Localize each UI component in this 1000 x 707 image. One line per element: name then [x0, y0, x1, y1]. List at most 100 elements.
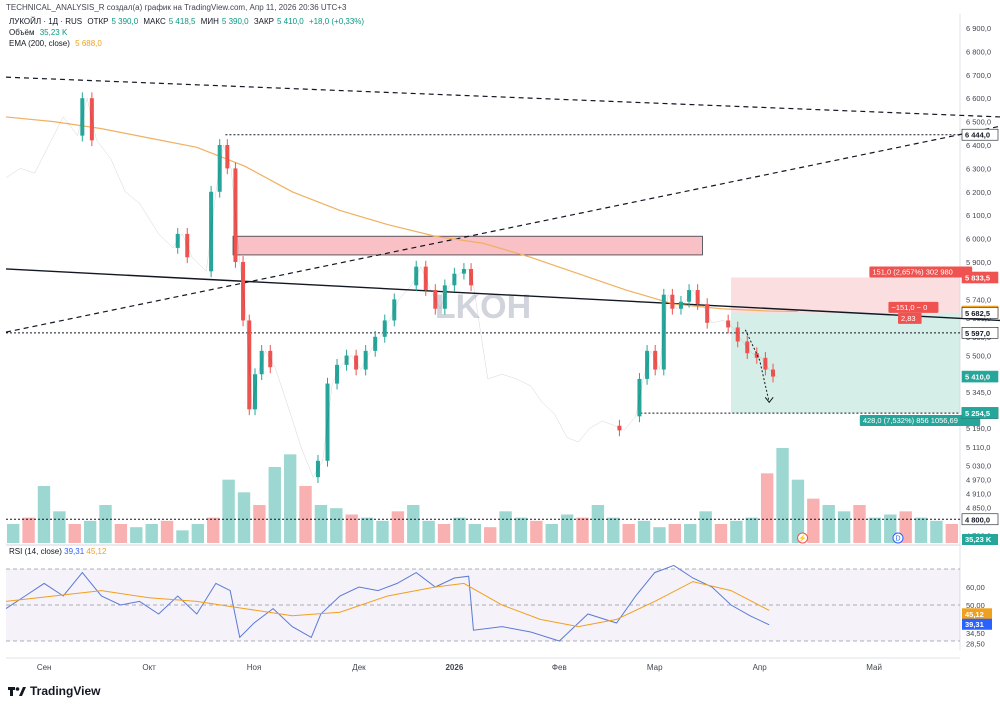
candle-body — [335, 364, 340, 384]
x-tick-label: Окт — [142, 663, 156, 672]
y-tick-label: 5 420,0 — [966, 370, 991, 379]
y-tick-label: 4 850,0 — [966, 504, 991, 513]
candle — [745, 335, 750, 360]
candle-body — [354, 355, 359, 370]
volume-bar — [745, 517, 758, 543]
level-tag-bg — [961, 407, 999, 419]
candle — [687, 284, 692, 308]
candle — [661, 288, 666, 376]
tradingview-logo[interactable]: TradingView — [8, 684, 100, 698]
volume-bar — [176, 530, 189, 543]
reward-label: 428,0 (7,532%) 856 1056,69 — [863, 416, 958, 425]
x-tick-label: Май — [866, 663, 882, 672]
candle — [382, 314, 387, 343]
candle — [735, 321, 740, 348]
candle-body — [645, 350, 650, 379]
rsi-tag: 39,31 — [965, 620, 984, 629]
candle — [217, 139, 222, 198]
candle-body — [80, 98, 85, 136]
volume-bar — [330, 508, 343, 543]
price-tag-bg — [961, 407, 999, 419]
volume-bar — [591, 505, 605, 543]
candle-body — [754, 353, 759, 358]
volume-bar — [407, 505, 420, 543]
trendline-solid — [5, 268, 1000, 322]
candle — [325, 377, 330, 467]
high-value: 5 418,5 — [168, 17, 196, 26]
candle-body — [247, 320, 252, 410]
volume-bar — [299, 486, 312, 543]
candle-body — [414, 266, 419, 286]
candle-body — [695, 290, 700, 305]
candle — [414, 260, 419, 292]
y-tick-label: 6 900,0 — [966, 24, 991, 33]
rsi-legend[interactable]: RSI (14, close) 39,31 45,12 — [9, 547, 106, 556]
candle-body — [745, 341, 750, 354]
volume-bar — [499, 511, 512, 543]
volume-row[interactable]: Объём 35,23 K — [9, 27, 367, 38]
candle — [363, 344, 368, 376]
rsi-tick-label: 50,00 — [966, 601, 985, 610]
candle — [423, 260, 428, 296]
volume-bar — [514, 517, 528, 543]
resistance-zone-box — [232, 235, 703, 256]
volume-bar — [453, 517, 466, 543]
candle-body — [763, 357, 768, 370]
candle — [695, 284, 700, 310]
y-tick-label: 6 500,0 — [966, 118, 991, 127]
volume-bar — [699, 511, 712, 543]
level-tag-bg — [961, 327, 999, 339]
price-tag: 5 833,5 — [965, 274, 990, 283]
volume-bar — [145, 524, 158, 543]
symbol-name[interactable]: ЛУКОЙЛ · 1Д · RUS — [9, 17, 83, 26]
attribution-line: TECHNICAL_ANALYSIS_R создал(а) график на… — [6, 3, 347, 12]
candle — [315, 454, 320, 484]
price-tag: 5 410,0 — [965, 373, 990, 382]
level-tag-bg — [961, 513, 999, 526]
volume-bar — [268, 467, 281, 543]
candle-body — [175, 233, 180, 248]
risk-label: 151,0 (2,657%) 302 980 — [872, 268, 952, 277]
volume-label: Объём — [9, 28, 35, 37]
volume-bar — [760, 473, 774, 543]
y-tick-label: 6 800,0 — [966, 47, 991, 56]
low-value: 5 390,0 — [221, 17, 249, 26]
candle-body — [687, 290, 692, 302]
volume-value: 35,23 K — [39, 28, 68, 37]
candle — [259, 344, 264, 381]
tradingview-logo-icon — [8, 687, 26, 696]
y-tick-label: 5 270,0 — [966, 405, 991, 414]
volume-bar — [930, 520, 943, 543]
candle — [461, 263, 466, 280]
y-tick-label: 5 660,0 — [966, 314, 991, 323]
volume-bar — [53, 511, 66, 543]
volume-bar — [99, 505, 112, 543]
volume-bar — [484, 527, 497, 543]
watermark-ticker: LKOH — [435, 288, 531, 326]
candle-body — [225, 144, 230, 169]
candle-body — [705, 304, 710, 323]
volume-tag: 35,23 K — [965, 535, 992, 544]
candle-body — [469, 268, 474, 286]
volume-bar — [560, 514, 574, 543]
rsi-tag-bg — [962, 618, 992, 630]
x-tick-label: Дек — [352, 663, 366, 672]
y-tick-label: 4 910,0 — [966, 490, 991, 499]
level-tag: 4 800,0 — [965, 515, 990, 524]
ema-label: EMA (200, close) — [9, 39, 70, 48]
candle — [175, 228, 180, 254]
candle-body — [268, 350, 273, 368]
candle — [89, 92, 94, 147]
volume-bar — [83, 520, 97, 543]
volume-bar — [114, 524, 128, 543]
volume-bar — [360, 517, 374, 543]
candle-body — [185, 233, 190, 258]
mid-label-1: −151,0 − 0 — [891, 303, 927, 312]
candle — [617, 419, 622, 437]
volume-bar — [791, 479, 805, 543]
candle — [442, 279, 447, 315]
volume-bar — [776, 448, 789, 543]
ema-row[interactable]: EMA (200, close) 5 688,0 — [9, 38, 367, 49]
